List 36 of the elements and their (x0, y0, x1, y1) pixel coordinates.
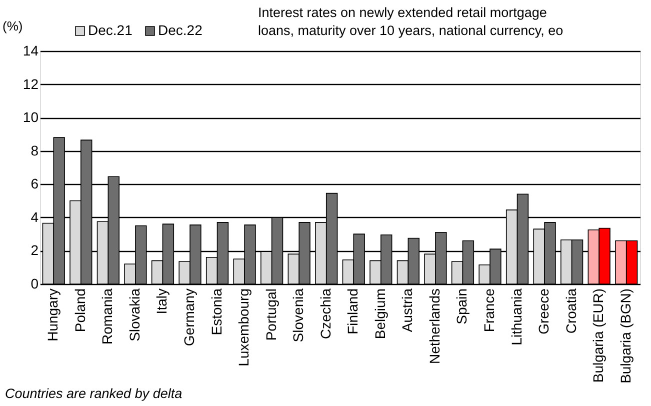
x-tick-label: Netherlands (426, 288, 442, 364)
x-tick-label: Italy (154, 288, 170, 314)
x-tick-label: Germany (181, 288, 197, 346)
x-tick-label: Czechia (317, 288, 334, 340)
x-tick-label: Bulgaria (BGN) (617, 288, 634, 384)
y-tick-label: 2 (30, 242, 39, 258)
x-tick-label: Lithuania (508, 288, 524, 346)
y-tick-label: 10 (22, 109, 39, 126)
legend-label: Dec.21 (88, 22, 133, 38)
y-axis-title: (%) (2, 18, 23, 34)
x-tick-label: Austria (399, 288, 416, 332)
x-tick-label: Bulgaria (EUR) (590, 288, 606, 383)
x-tick-label: Belgium (372, 288, 388, 340)
x-tick-label: Slovakia (126, 288, 142, 342)
y-tick-label: 8 (30, 142, 39, 158)
x-tick-label: Luxembourg (236, 288, 252, 366)
text: Countries are ranked by delta (5, 386, 183, 401)
text: Interest rates on newly extended retail mortgage (258, 5, 547, 20)
x-tick-label: Finland (344, 288, 361, 334)
x-tick-label: France (481, 288, 497, 332)
x-tick-label: Spain (454, 288, 470, 324)
y-tick-label: 12 (22, 76, 39, 92)
y-tick-label: 6 (30, 176, 39, 192)
y-tick-label: 4 (30, 208, 39, 225)
x-tick-label: Slovenia (290, 288, 306, 342)
y-tick-label: 14 (22, 42, 39, 58)
y-tick-label: 0 (30, 276, 39, 292)
x-tick-label: Croatia (562, 288, 579, 334)
x-tick-label: Portugal (262, 288, 279, 341)
text: loans, maturity over 10 years, national currency, eo (258, 23, 564, 38)
x-tick-label: Greece (536, 288, 552, 334)
x-tick-label: Romania (99, 288, 116, 345)
x-tick-label: Poland (72, 288, 88, 332)
x-tick-label: Estonia (208, 288, 224, 336)
x-tick-label: Hungary (44, 288, 61, 342)
legend-label: Dec.22 (158, 22, 203, 38)
